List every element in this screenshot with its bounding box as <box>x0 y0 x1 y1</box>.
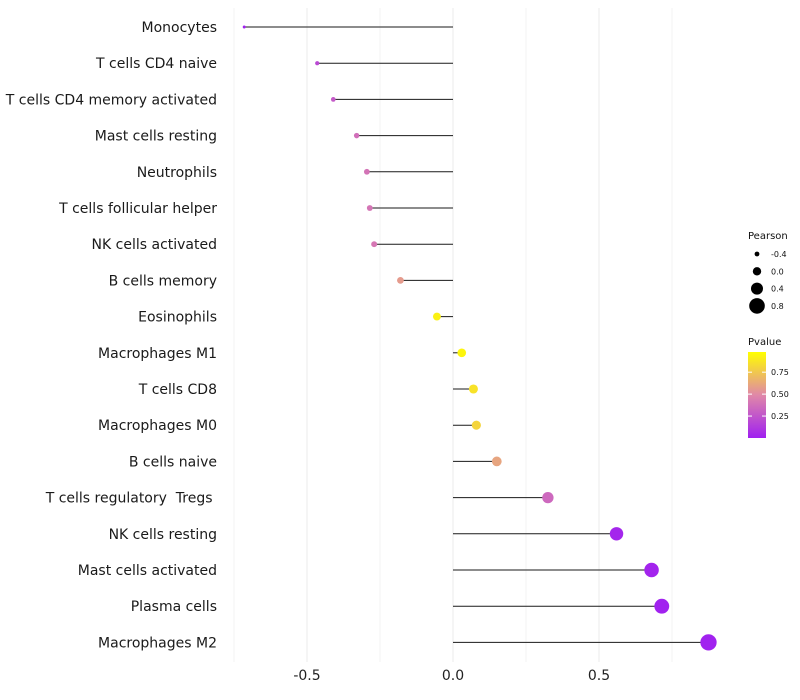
lollipop-point <box>700 634 717 651</box>
lollipop-point <box>371 241 378 248</box>
lollipop-point <box>542 491 554 504</box>
category-label: Monocytes <box>142 20 217 36</box>
category-label: NK cells activated <box>92 237 217 253</box>
pearson-legend-key <box>752 267 762 276</box>
pearson-legend-label: 0.0 <box>771 267 784 276</box>
x-tick-label: -0.5 <box>293 668 320 684</box>
pearson-legend-title: Pearson <box>748 231 788 242</box>
category-label: T cells regulatory Tregs <box>45 491 217 507</box>
lollipop-point <box>471 420 481 430</box>
category-label: T cells CD8 <box>138 382 217 398</box>
category-labels: Monocytes T cells CD4 naive T cells CD4 me… <box>5 20 217 651</box>
lollipop-point <box>609 527 624 541</box>
category-label: Mast cells resting <box>95 129 217 145</box>
category-label: B cells memory <box>109 273 217 289</box>
category-label: Macrophages M0 <box>98 418 217 434</box>
pearson-legend-label: 0.4 <box>771 285 784 294</box>
x-tick-label: 0.5 <box>588 668 610 684</box>
lollipop-points <box>242 25 717 651</box>
category-label: Eosinophils <box>138 310 217 326</box>
category-label: NK cells resting <box>109 527 217 543</box>
category-label: Macrophages M2 <box>98 635 217 651</box>
lollipop-point <box>457 348 467 358</box>
x-axis-tick-labels: -0.5 0.0 0.5 <box>293 668 610 684</box>
pvalue-color-legend: Pvalue 0.75 0.50 0.25 <box>748 337 789 438</box>
category-label: Neutrophils <box>137 165 217 181</box>
lollipop-point <box>644 562 659 578</box>
pearson-size-legend: Pearson -0.4 0.0 0.4 0.8 <box>748 231 788 314</box>
lollipop-point <box>315 61 320 66</box>
lollipop-point <box>491 456 502 467</box>
lollipop-point <box>654 598 670 614</box>
lollipop-point <box>330 97 336 102</box>
pvalue-legend-label: 0.50 <box>771 390 789 399</box>
lollipop-point <box>468 384 478 394</box>
pearson-legend-key <box>749 298 765 314</box>
pearson-legend-label: -0.4 <box>771 250 787 259</box>
lollipop-stems <box>244 26 709 643</box>
category-label: T cells follicular helper <box>58 201 217 217</box>
category-label: Mast cells activated <box>78 563 217 579</box>
category-label: Macrophages M1 <box>98 346 217 362</box>
lollipop-point <box>363 168 370 175</box>
pearson-legend-label: 0.8 <box>771 302 784 311</box>
category-label: B cells naive <box>129 454 217 470</box>
lollipop-point <box>397 277 404 284</box>
x-tick-label: 0.0 <box>442 668 464 684</box>
lollipop-point <box>366 205 373 211</box>
lollipop-point <box>242 25 246 29</box>
grid-lines <box>233 8 673 662</box>
pvalue-colorbar <box>748 352 766 438</box>
category-label: Plasma cells <box>131 599 217 615</box>
pearson-legend-key <box>751 282 763 295</box>
pearson-legend-key <box>754 251 760 257</box>
category-label: T cells CD4 memory activated <box>5 92 217 108</box>
lollipop-point <box>432 312 441 321</box>
pvalue-legend-title: Pvalue <box>748 337 781 348</box>
category-label: T cells CD4 naive <box>95 56 217 72</box>
pvalue-legend-label: 0.25 <box>771 412 789 421</box>
pvalue-legend-label: 0.75 <box>771 368 789 377</box>
lollipop-point <box>353 132 360 139</box>
